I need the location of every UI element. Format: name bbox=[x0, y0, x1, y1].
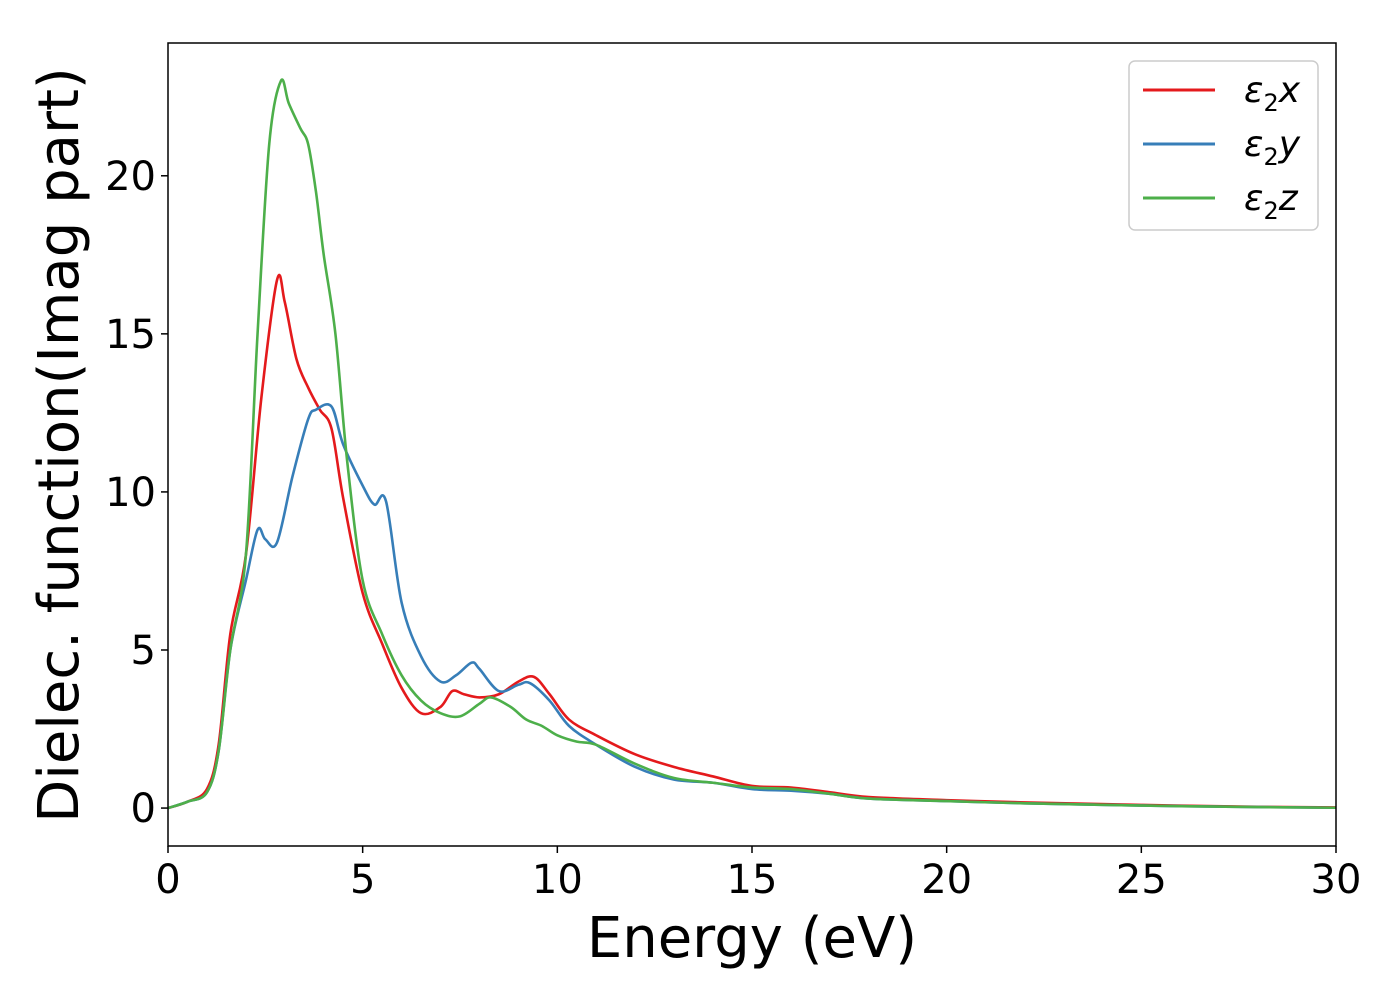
x-axis-title: Energy (eV) bbox=[587, 906, 917, 971]
x-axis-ticks: 0 5 10 15 20 25 30 bbox=[155, 846, 1361, 903]
legend-label-x: ε2x bbox=[1244, 70, 1301, 117]
series-line-x bbox=[167, 273, 1337, 810]
y-axis-title: Dielec. function(Imag part) bbox=[27, 67, 92, 823]
y-tick-label: 0 bbox=[131, 786, 156, 832]
y-tick-label: 5 bbox=[131, 628, 156, 674]
y-tick-label: 15 bbox=[105, 312, 156, 358]
x-tick-label: 0 bbox=[155, 857, 180, 903]
series-line-z bbox=[167, 78, 1337, 810]
x-tick-label: 15 bbox=[727, 857, 778, 903]
legend-box bbox=[1128, 60, 1319, 231]
legend-label-z: ε2z bbox=[1244, 178, 1299, 225]
x-tick-label: 5 bbox=[350, 857, 375, 903]
x-tick-label: 20 bbox=[921, 857, 972, 903]
legend-label-y: ε2y bbox=[1244, 124, 1301, 171]
legend: ε2x ε2y ε2z bbox=[1128, 60, 1319, 231]
x-tick-label: 10 bbox=[532, 857, 583, 903]
y-axis-ticks: 0 5 10 15 20 bbox=[105, 154, 168, 832]
x-tick-label: 25 bbox=[1116, 857, 1167, 903]
x-tick-label: 30 bbox=[1311, 857, 1362, 903]
series-layer bbox=[167, 78, 1337, 810]
y-tick-label: 20 bbox=[105, 154, 156, 200]
y-tick-label: 10 bbox=[105, 470, 156, 516]
